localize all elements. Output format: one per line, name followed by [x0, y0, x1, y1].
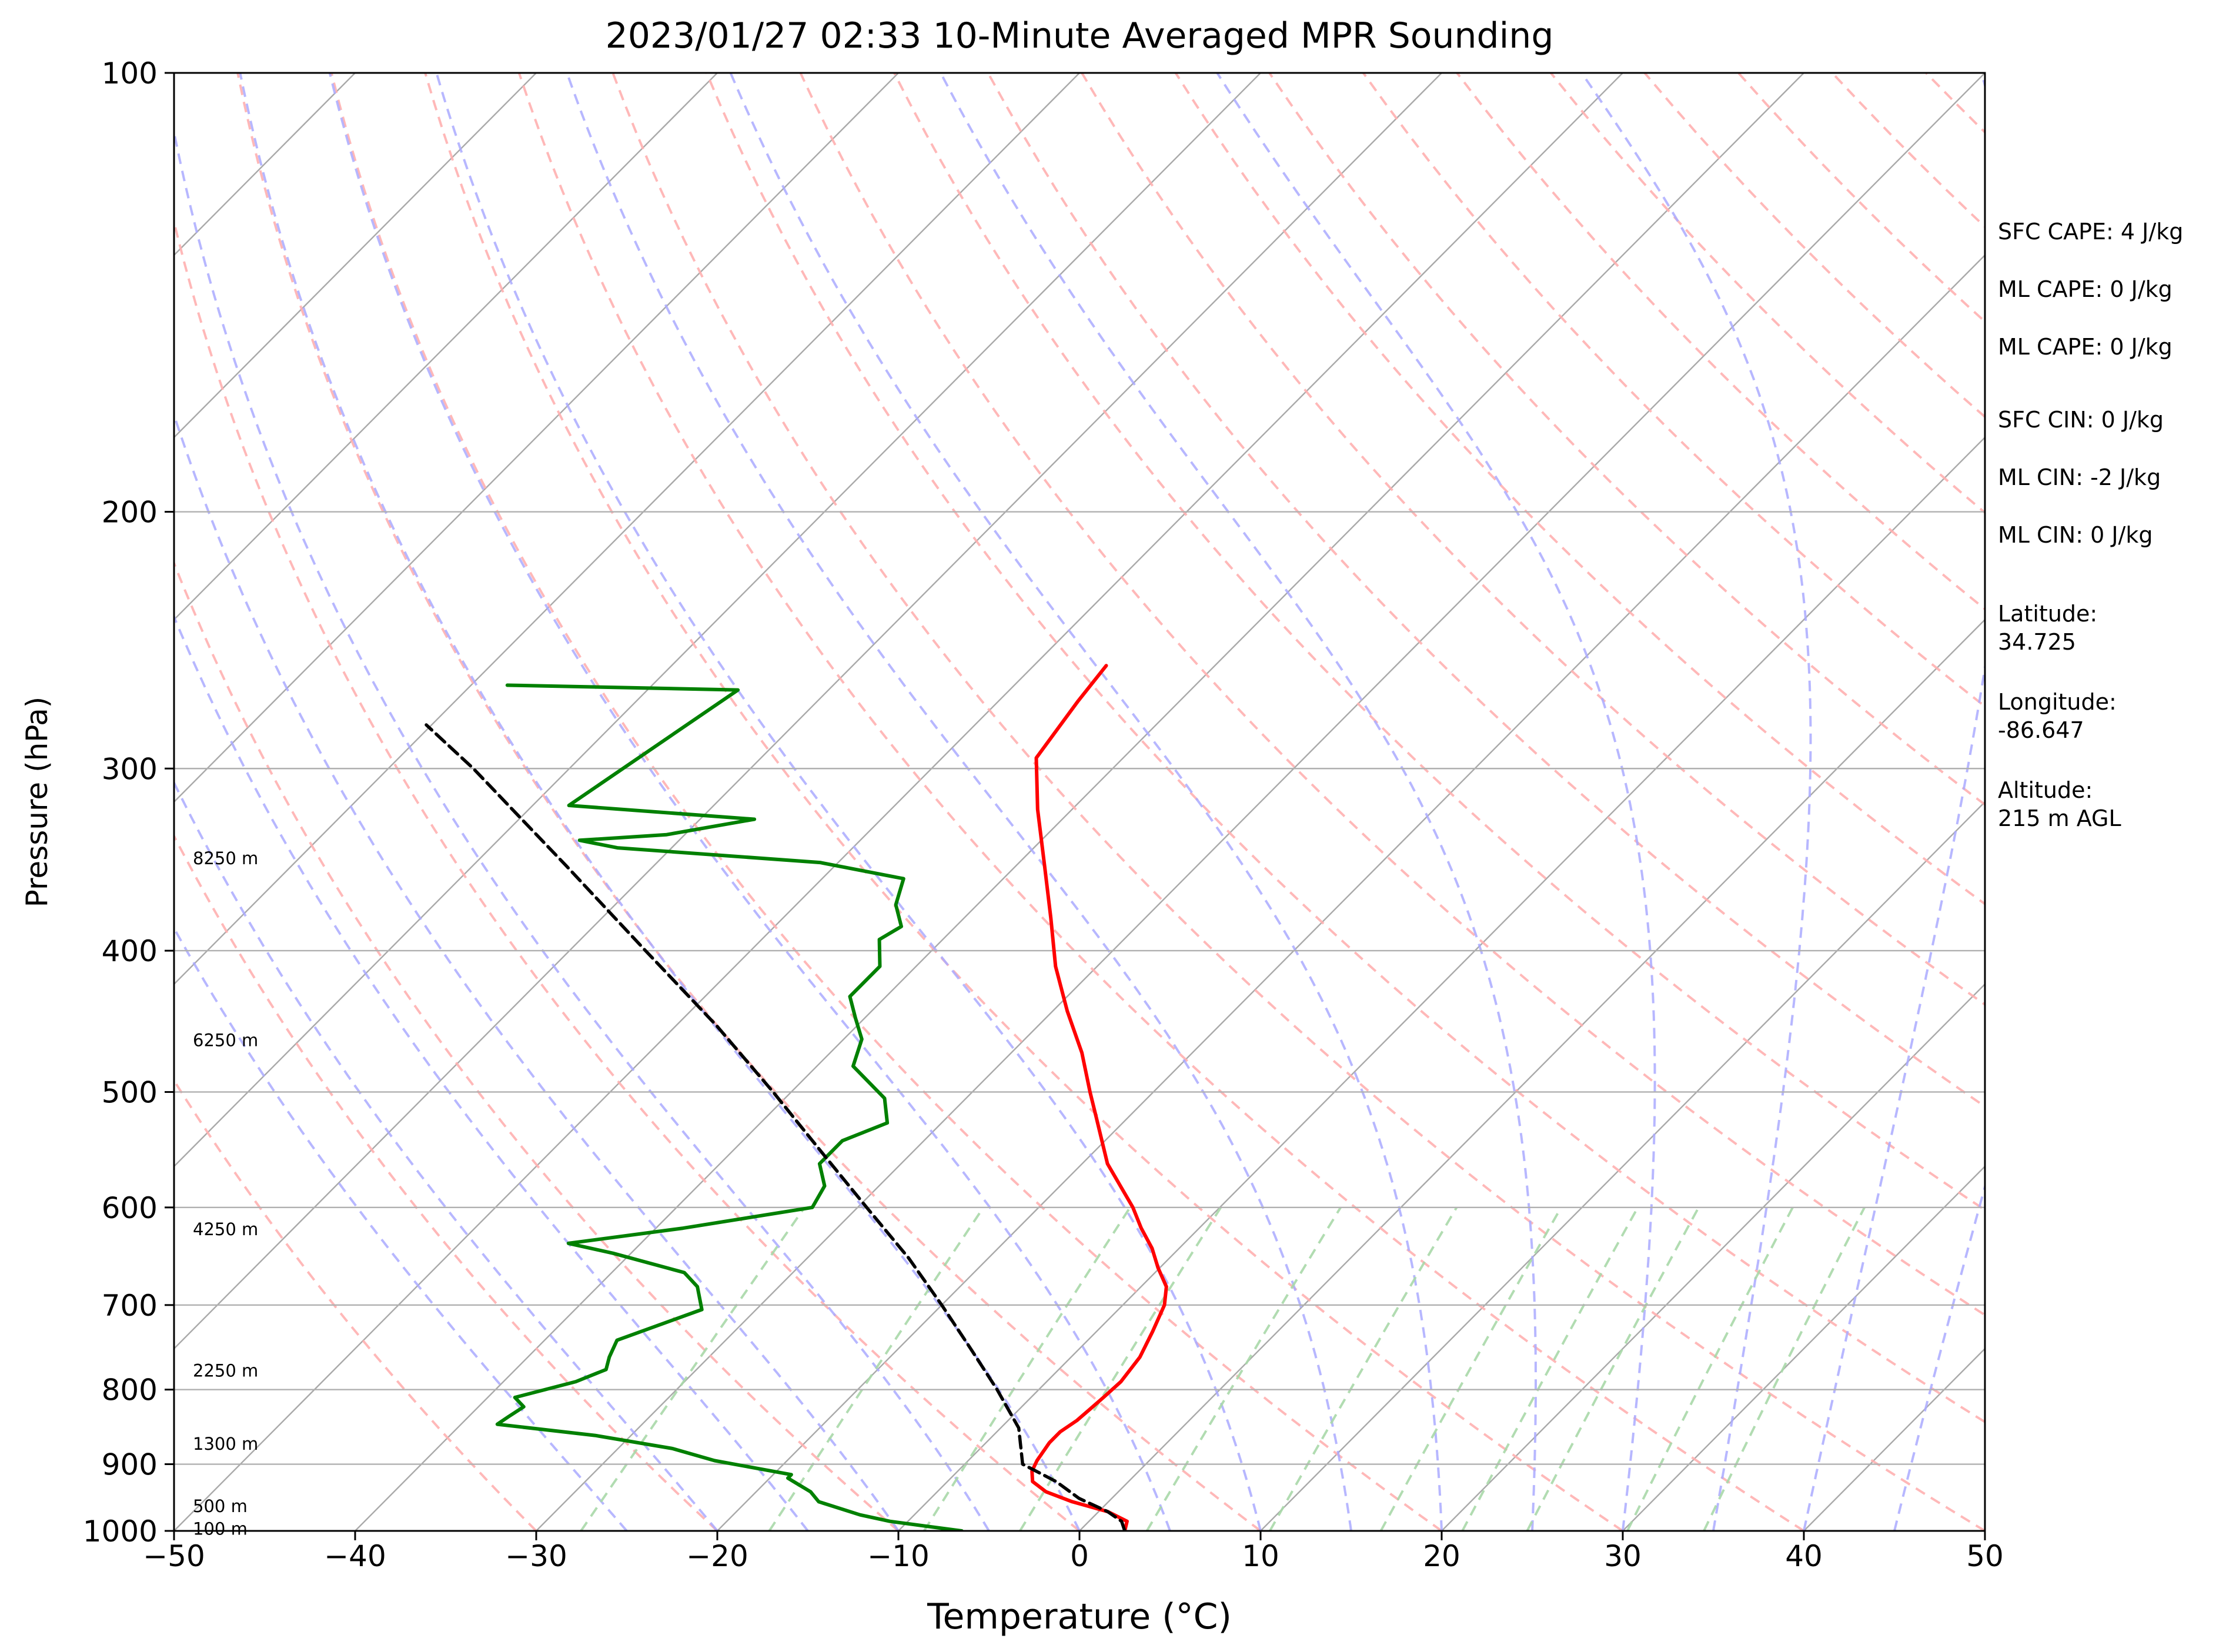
- stat-longitude: Longitude: -86.647: [1998, 689, 2117, 743]
- y-tick-label: 300: [102, 752, 158, 786]
- x-tick-label: −20: [686, 1539, 748, 1573]
- dry-adiabat-line: [424, 73, 1624, 1531]
- stat-sfc-cin: SFC CIN: 0 J/kg: [1998, 407, 2164, 433]
- y-tick-label: 1000: [83, 1514, 158, 1549]
- pressure-grid-lines: [174, 73, 1985, 1531]
- moist-adiabat-line: [328, 73, 1171, 1531]
- isotherm-line: [174, 73, 1261, 1168]
- height-annotation: 8250 m: [193, 848, 258, 868]
- moist-adiabat-line: [1216, 73, 1656, 1531]
- height-annotation: 500 m: [193, 1496, 248, 1516]
- series-layer: [425, 664, 1168, 1531]
- moist-adiabat-line: [940, 73, 1537, 1531]
- stat-altitude: Altitude: 215 m AGL: [1998, 777, 2121, 831]
- isotherm-line: [174, 73, 899, 803]
- stat-sfc-cape: SFC CAPE: 4 J/kg: [1998, 219, 2184, 245]
- isotherm-line: [536, 73, 1985, 1531]
- moist-adiabat-line: [174, 614, 809, 1531]
- x-tick-label: −40: [324, 1539, 386, 1573]
- dry-adiabat-line: [1081, 73, 1985, 1006]
- isotherm-line: [174, 73, 1442, 1350]
- dry-adiabat-line: [174, 217, 1081, 1531]
- isotherm-line: [1260, 801, 1985, 1531]
- x-tick-label: −10: [867, 1539, 930, 1573]
- height-annotation: 100 m: [193, 1519, 248, 1539]
- isotherm-line: [898, 436, 1985, 1531]
- height-annotations: 8250 m 6250 m 4250 m 2250 m 1300 m 500 m 100 m: [193, 848, 258, 1539]
- stat-latitude: Latitude: 34.725: [1998, 601, 2098, 655]
- dry-adiabat-line: [174, 560, 900, 1531]
- x-axis-label: Temperature (°C): [927, 1596, 1232, 1637]
- y-tick-label: 400: [102, 934, 158, 968]
- mixing-ratio-line: [1626, 1206, 1794, 1531]
- moist-adiabat-line: [566, 73, 1352, 1531]
- isotherm-line: [1079, 618, 1985, 1531]
- stat-ml-cin-2: ML CIN: 0 J/kg: [1998, 522, 2153, 548]
- y-tick-label: 600: [102, 1191, 158, 1225]
- moist-adiabat-line: [435, 73, 1262, 1531]
- dry-adiabat-line: [987, 73, 1985, 1108]
- mixing-ratio-line: [580, 1206, 806, 1531]
- isotherm-line: [1622, 1165, 1985, 1531]
- moist-adiabat-line: [1893, 1182, 1985, 1531]
- parcel-series-line: [425, 723, 1127, 1531]
- x-tick-label: −30: [505, 1539, 567, 1573]
- moist-adiabat-line: [174, 411, 900, 1531]
- height-annotation: 1300 m: [193, 1434, 258, 1454]
- height-annotation: 2250 m: [193, 1360, 258, 1380]
- mixing-ratio-line: [1703, 1206, 1866, 1531]
- dewpoint-series-line: [495, 683, 964, 1531]
- background-lines: [174, 73, 1985, 1531]
- dry-adiabat-line: [174, 1078, 537, 1531]
- isotherm-line: [355, 73, 1804, 1531]
- y-tick-label: 800: [102, 1373, 158, 1407]
- y-tick-label: 200: [102, 496, 158, 530]
- y-tick-label: 100: [102, 56, 158, 91]
- dry-adiabat-line: [611, 73, 1985, 1531]
- y-tick-label: 700: [102, 1289, 158, 1323]
- x-tick-label: 50: [1966, 1539, 2004, 1573]
- dry-adiabat-line: [330, 73, 1443, 1531]
- isotherm-line: [174, 73, 1623, 1531]
- moist-adiabat-line: [239, 73, 1081, 1531]
- isotherm-line: [174, 73, 718, 621]
- height-annotation: 6250 m: [193, 1031, 258, 1051]
- x-tick-label: 40: [1785, 1539, 1823, 1573]
- dry-adiabat-line: [893, 73, 1985, 1212]
- dry-adiabat-line: [799, 73, 1985, 1317]
- axes-layer: −50 −40 −30 −20 −10 0 10 20 30 40 50 100 200 300 400 50…: [20, 56, 2004, 1637]
- x-tick-label: 0: [1070, 1539, 1089, 1573]
- stat-ml-cape-2: ML CAPE: 0 J/kg: [1998, 334, 2172, 360]
- dry-adiabat-line: [1362, 73, 1985, 708]
- chart-title: 2023/01/27 02:33 10-Minute Averaged MPR …: [605, 15, 1554, 56]
- temperature-series-line: [1030, 664, 1168, 1531]
- height-annotation: 4250 m: [193, 1219, 258, 1239]
- dry-adiabat-line: [705, 73, 1985, 1424]
- x-tick-label: 30: [1604, 1539, 1642, 1573]
- x-tick-label: 10: [1242, 1539, 1279, 1573]
- dry-adiabat-line: [517, 73, 1805, 1531]
- y-tick-label: 500: [102, 1075, 158, 1109]
- isotherm-line: [174, 73, 1080, 985]
- y-axis-label: Pressure (hPa): [20, 697, 54, 908]
- moist-adiabat-line: [174, 126, 990, 1531]
- dry-adiabat-line: [174, 833, 718, 1531]
- stat-ml-cape: ML CAPE: 0 J/kg: [1998, 276, 2172, 302]
- x-tick-label: 20: [1423, 1539, 1460, 1573]
- isotherm-line: [717, 254, 1985, 1531]
- stat-ml-cin: ML CIN: -2 J/kg: [1998, 464, 2161, 490]
- x-tick-label: −50: [143, 1539, 205, 1573]
- isotherm-line: [1441, 983, 1985, 1531]
- y-tick-label: 900: [102, 1448, 158, 1482]
- moist-adiabat-line: [1580, 73, 1812, 1531]
- isotherm-line: [174, 73, 537, 439]
